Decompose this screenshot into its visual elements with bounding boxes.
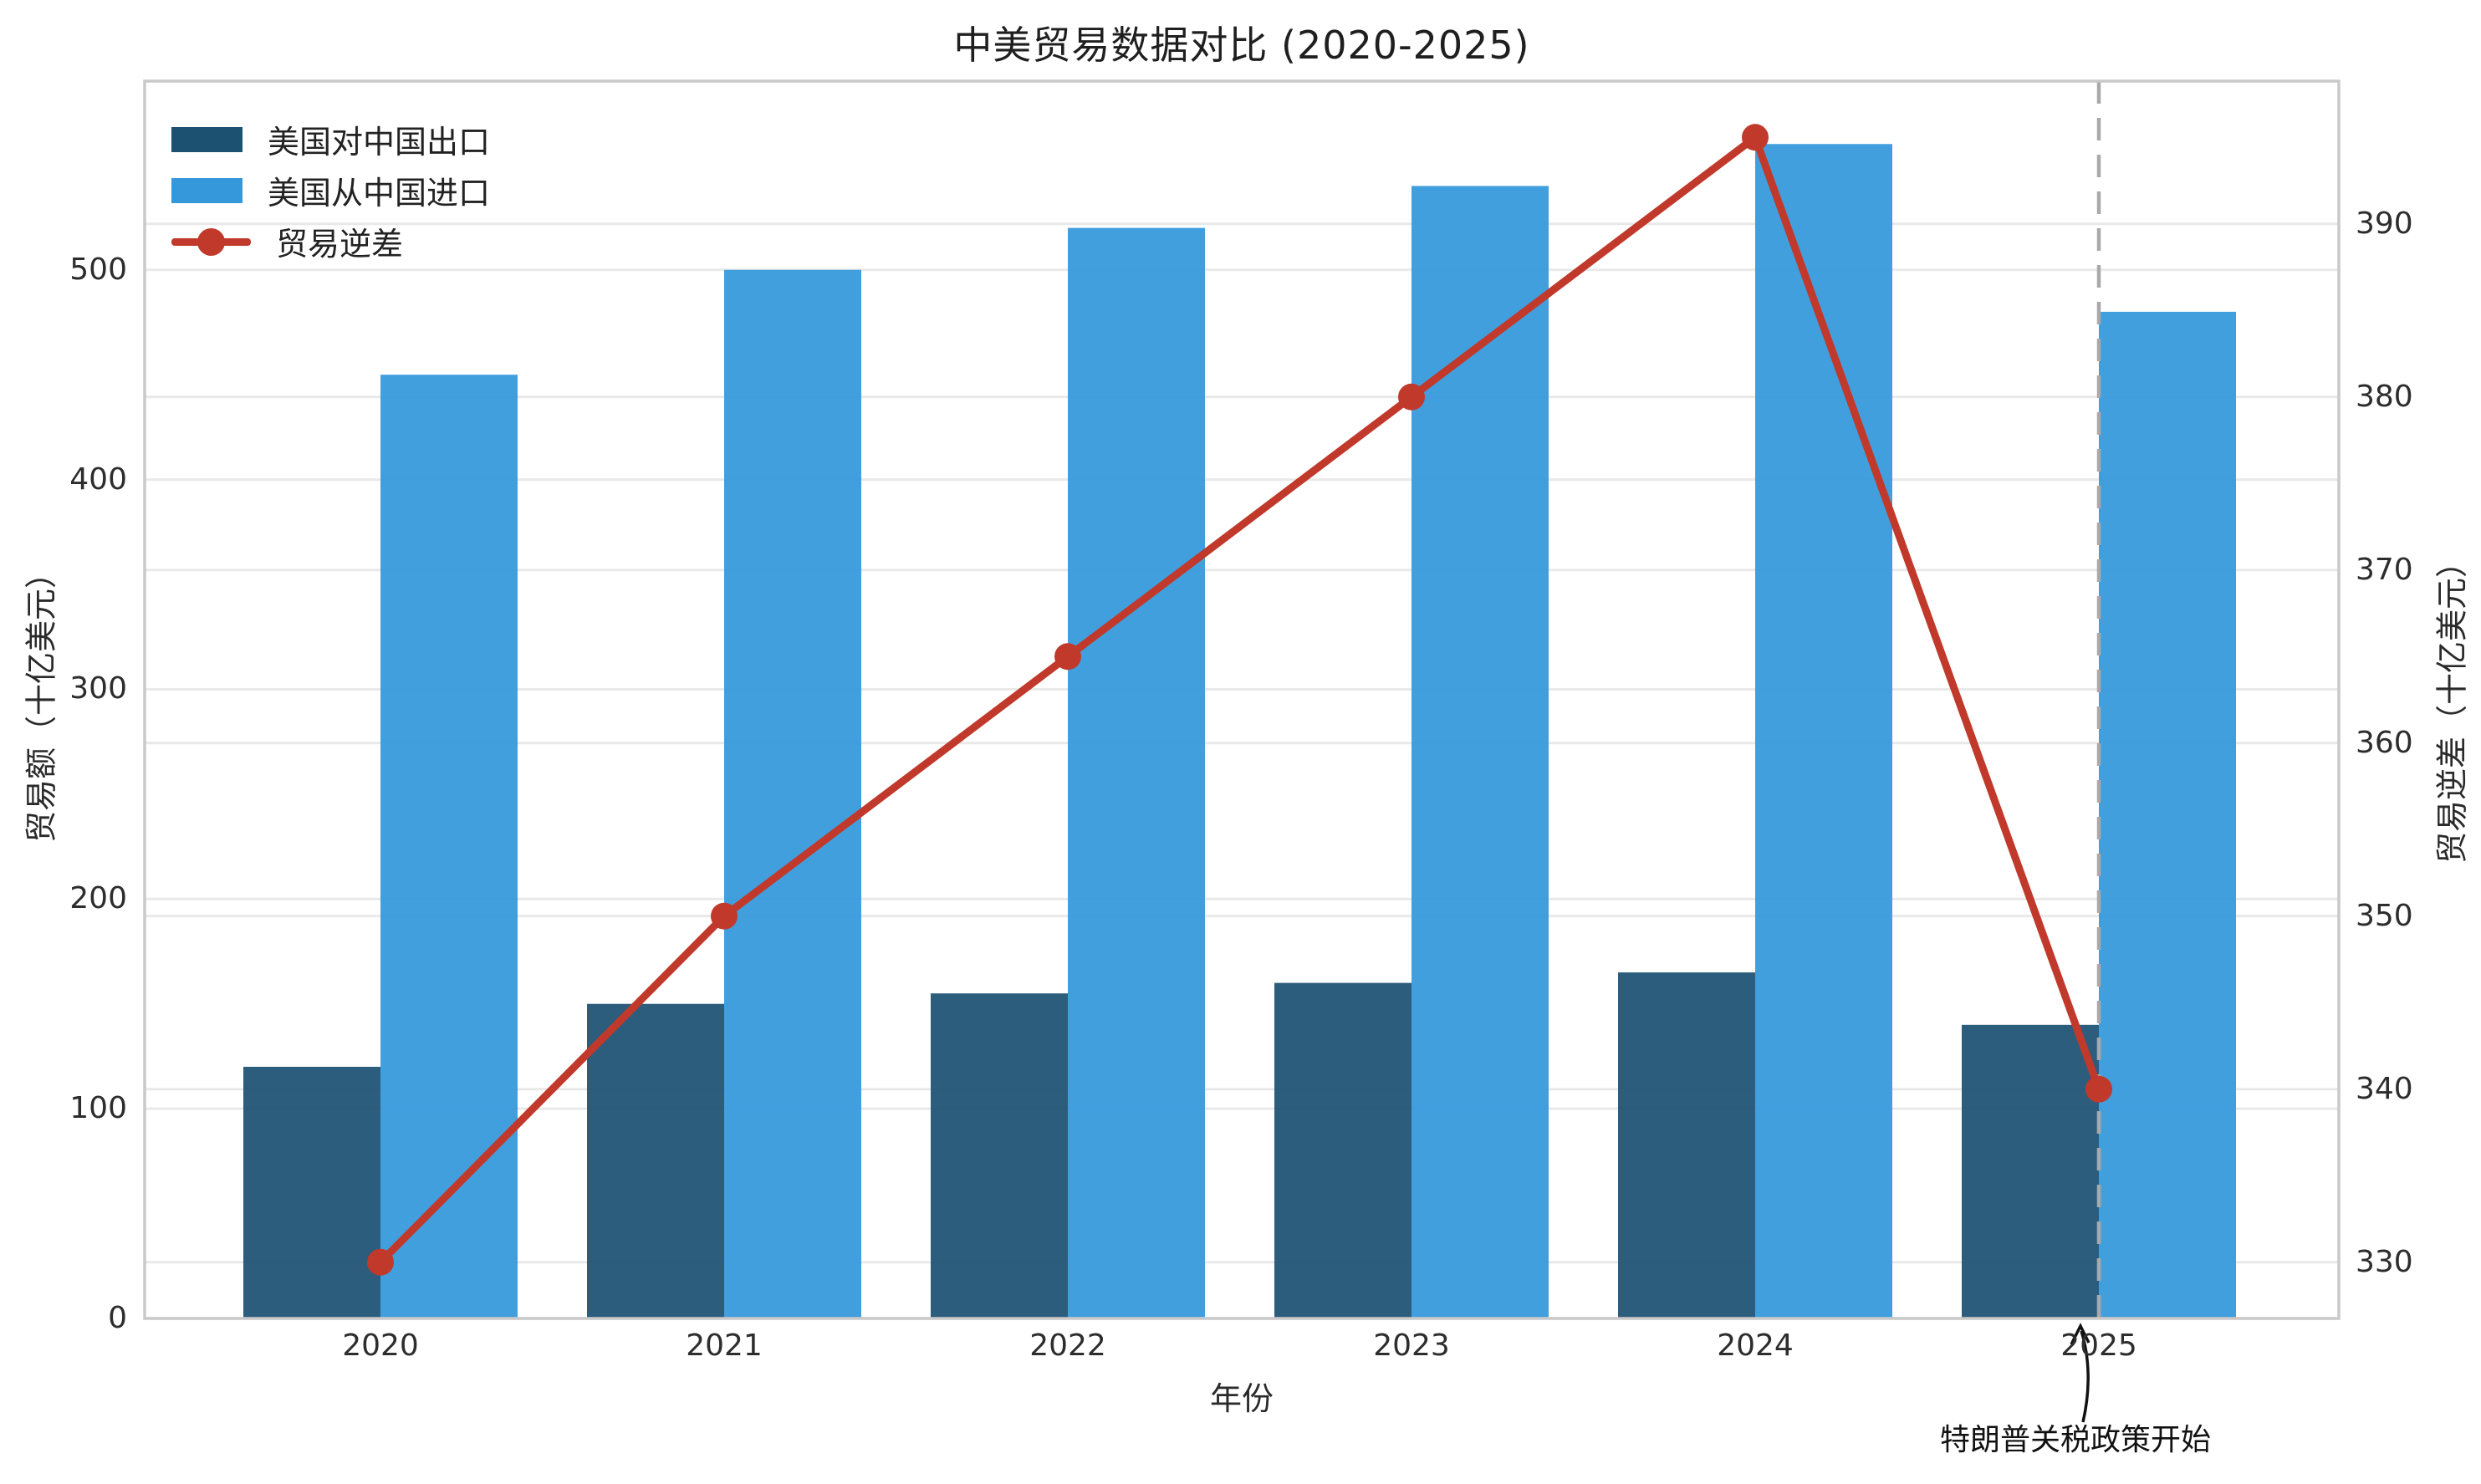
right-tick-380: 380: [2356, 379, 2413, 414]
left-tick-100: 100: [69, 1091, 127, 1126]
bars: [243, 144, 2236, 1319]
bar-美国对中国出口-2020: [243, 1066, 380, 1318]
bar-美国从中国进口-2025: [2099, 311, 2236, 1319]
deficit-line: [377, 133, 2103, 1265]
legend-line-marker: [197, 227, 225, 256]
legend-swatch-bar: [171, 177, 242, 203]
left-tick-0: 0: [108, 1301, 127, 1335]
right-tick-350: 350: [2356, 898, 2413, 933]
bar-美国对中国出口-2023: [1274, 982, 1412, 1318]
deficit-point-2025: [2085, 1075, 2112, 1103]
x-axis-title: 年份: [1209, 1380, 1274, 1417]
legend-item-2: 贸易逆差: [171, 216, 490, 267]
deficit-point-2021: [711, 902, 738, 930]
bar-美国对中国出口-2024: [1618, 972, 1755, 1318]
legend-item-1: 美国从中国进口: [171, 165, 490, 216]
legend-swatch-line: [171, 227, 251, 256]
right-tick-370: 370: [2356, 552, 2413, 587]
x-tick-2024: 2024: [1717, 1328, 1794, 1363]
chart-title: 中美贸易数据对比 (2020-2025): [953, 23, 1530, 68]
legend-label: 美国对中国出口: [268, 124, 491, 161]
bar-美国从中国进口-2020: [380, 375, 518, 1319]
bar-美国从中国进口-2021: [724, 269, 861, 1319]
bar-美国从中国进口-2023: [1412, 186, 1549, 1319]
annotation-arrow-head: [2070, 1323, 2090, 1345]
bar-美国对中国出口-2025: [1962, 1024, 2099, 1318]
right-tick-340: 340: [2356, 1071, 2413, 1106]
right-tick-330: 330: [2356, 1244, 2413, 1279]
legend-swatch-bar: [171, 126, 242, 152]
deficit-point-2023: [1398, 383, 1425, 411]
left-tick-500: 500: [69, 252, 127, 287]
bar-美国对中国出口-2022: [931, 993, 1068, 1318]
bar-美国从中国进口-2022: [1068, 227, 1205, 1318]
legend: 美国对中国出口 美国从中国进口贸易逆差: [171, 114, 490, 267]
x-tick-2020: 2020: [342, 1328, 419, 1363]
left-tick-200: 200: [69, 881, 127, 916]
right-tick-360: 360: [2356, 725, 2413, 760]
left-tick-300: 300: [69, 671, 127, 706]
right-tick-390: 390: [2356, 206, 2413, 241]
annotation-arrow: [2070, 1323, 2090, 1423]
x-tick-2022: 2022: [1029, 1328, 1106, 1363]
plot-border: [143, 79, 2341, 1320]
deficit-point-2022: [1054, 643, 1081, 671]
bar-美国对中国出口-2021: [587, 1003, 724, 1318]
legend-label: 美国从中国进口: [268, 175, 491, 212]
annotation-arrow-shaft: [2080, 1330, 2090, 1423]
x-tick-2023: 2023: [1373, 1328, 1450, 1363]
bar-美国从中国进口-2024: [1755, 144, 1892, 1318]
deficit-point-2020: [367, 1248, 394, 1276]
legend-label: 贸易逆差: [276, 226, 404, 263]
deficit-point-2024: [1742, 124, 1769, 151]
x-tick-2021: 2021: [686, 1328, 763, 1363]
legend-item-0: 美国对中国出口: [171, 114, 490, 165]
x-tick-2025: 2025: [2060, 1328, 2137, 1363]
left-tick-400: 400: [69, 462, 127, 497]
annotation-label: 特朗普关税政策开始: [1939, 1423, 2212, 1457]
